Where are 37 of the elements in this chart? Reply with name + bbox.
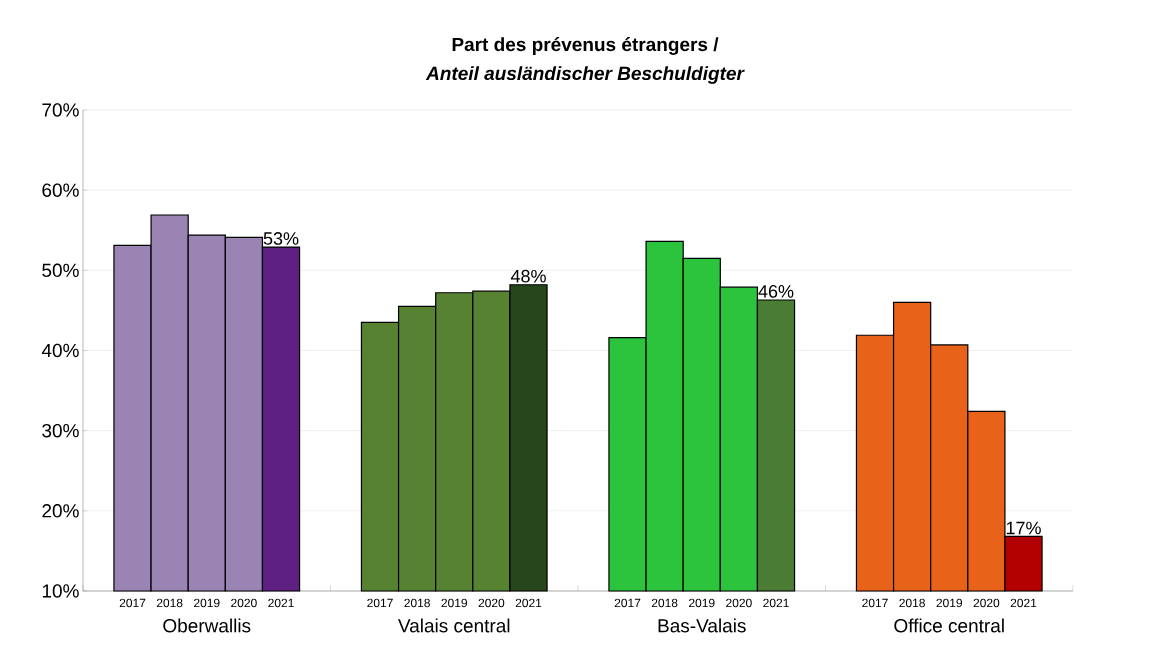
y-tick-label: 60% <box>42 183 79 197</box>
text: 2019 <box>689 598 715 608</box>
y-tick-label: 70% <box>42 103 79 117</box>
series-label: 2020 <box>231 598 257 608</box>
y-tick-label: 40% <box>41 343 79 358</box>
series-label: 2019 <box>194 598 220 608</box>
data-label: 46% <box>758 285 794 298</box>
data-label: 48% <box>510 269 546 283</box>
chart-title: Part des prévenus étrangers / <box>452 37 719 55</box>
series-label: 2017 <box>119 598 146 608</box>
text: 2020 <box>726 598 752 608</box>
text: 2020 <box>478 598 505 608</box>
x-tick-label: Oberwallis <box>163 618 251 633</box>
text: 2018 <box>651 598 678 608</box>
data-label: 53% <box>263 232 299 245</box>
text: 2020 <box>973 598 1000 608</box>
text: 2018 <box>899 598 925 608</box>
x-tick-label: Bas-Valais <box>658 618 746 633</box>
y-tick-label: 50% <box>42 263 79 278</box>
text: 2018 <box>404 598 430 608</box>
x-tick-label: Office central <box>894 618 1004 633</box>
text: 2017 <box>367 598 393 608</box>
y-tick-label: 10% <box>42 584 79 598</box>
series-label: 2018 <box>156 598 183 608</box>
chart-subtitle: Anteil ausländischer Beschuldigter <box>425 66 745 84</box>
text: 2017 <box>614 598 641 608</box>
x-tick-label: Valais central <box>398 618 510 633</box>
y-tick-label: 20% <box>42 504 79 518</box>
series-label: 2021 <box>268 598 294 608</box>
text: 2021 <box>1010 598 1037 608</box>
text: 2019 <box>936 598 963 608</box>
text: 2021 <box>763 598 789 608</box>
text: 2017 <box>862 598 888 608</box>
data-label: 17% <box>1006 521 1041 535</box>
text: 2019 <box>441 598 468 608</box>
y-tick-label: 30% <box>42 423 79 438</box>
text: 2021 <box>515 598 542 608</box>
